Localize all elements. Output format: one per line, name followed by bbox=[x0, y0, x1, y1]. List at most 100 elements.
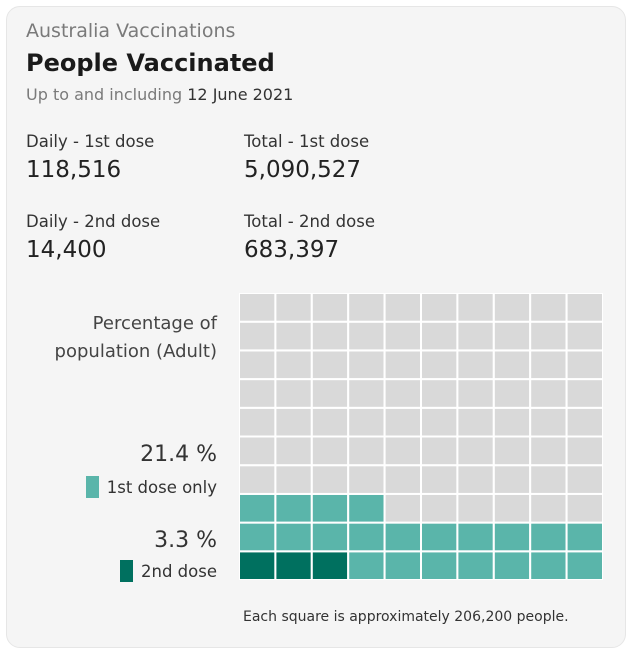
date-line: Up to and including 12 June 2021 bbox=[26, 85, 293, 104]
waffle-cell-empty bbox=[420, 378, 459, 409]
waffle-cell-empty bbox=[420, 464, 459, 495]
daily-first-value: 118,516 bbox=[26, 157, 122, 183]
waffle-cell-empty bbox=[529, 320, 568, 352]
waffle-cell-empty bbox=[383, 320, 423, 352]
waffle-cell-empty bbox=[310, 464, 350, 495]
waffle-cell-second-dose bbox=[239, 550, 277, 580]
waffle-cell-empty bbox=[492, 349, 532, 381]
waffle-cell-second-dose bbox=[274, 550, 313, 580]
waffle-cell-empty bbox=[492, 435, 532, 467]
waffle-cell-empty bbox=[529, 406, 568, 438]
waffle-cell-empty bbox=[565, 293, 603, 323]
waffle-cell-empty bbox=[420, 293, 459, 323]
waffle-cell-first-dose-only bbox=[310, 492, 350, 524]
waffle-cell-empty bbox=[420, 435, 459, 467]
waffle-cell-empty bbox=[492, 492, 532, 524]
waffle-cell-empty bbox=[383, 406, 423, 438]
waffle-cell-first-dose-only bbox=[347, 550, 386, 580]
waffle-cell-empty bbox=[492, 464, 532, 495]
first-dose-swatch bbox=[85, 476, 99, 498]
waffle-cell-empty bbox=[565, 378, 603, 409]
waffle-cell-empty bbox=[565, 435, 603, 467]
waffle-cell-empty bbox=[565, 492, 603, 524]
waffle-cell-empty bbox=[274, 406, 313, 438]
waffle-cell-first-dose-only bbox=[456, 521, 495, 553]
waffle-cell-first-dose-only bbox=[565, 550, 603, 580]
waffle-cell-empty bbox=[492, 320, 532, 352]
waffle-cell-empty bbox=[383, 464, 423, 495]
waffle-cell-empty bbox=[347, 435, 386, 467]
waffle-cell-empty bbox=[492, 378, 532, 409]
waffle-cell-first-dose-only bbox=[274, 492, 313, 524]
footnote: Each square is approximately 206,200 peo… bbox=[243, 609, 569, 625]
daily-second-label: Daily - 2nd dose bbox=[26, 212, 161, 231]
waffle-cell-empty bbox=[239, 320, 277, 352]
waffle-cell-empty bbox=[456, 406, 495, 438]
waffle-cell-empty bbox=[492, 406, 532, 438]
waffle-cell-empty bbox=[347, 378, 386, 409]
waffle-cell-first-dose-only bbox=[492, 550, 532, 580]
waffle-cell-empty bbox=[310, 293, 350, 323]
waffle-cell-first-dose-only bbox=[274, 521, 313, 553]
waffle-cell-empty bbox=[310, 320, 350, 352]
date-value: 12 June 2021 bbox=[187, 85, 294, 104]
legend-first-only-label: 1st dose only bbox=[106, 477, 217, 497]
waffle-cell-empty bbox=[456, 435, 495, 467]
chart-title-line2: population (Adult) bbox=[54, 341, 217, 362]
total-first-label: Total - 1st dose bbox=[244, 132, 370, 151]
waffle-cell-first-dose-only bbox=[383, 550, 423, 580]
waffle-cell-empty bbox=[239, 464, 277, 495]
waffle-cell-second-dose bbox=[310, 550, 350, 580]
waffle-cell-first-dose-only bbox=[420, 550, 459, 580]
waffle-cell-empty bbox=[383, 293, 423, 323]
waffle-cell-empty bbox=[347, 320, 386, 352]
waffle-cell-empty bbox=[529, 435, 568, 467]
waffle-cell-empty bbox=[529, 349, 568, 381]
chart-title-line1: Percentage of bbox=[92, 313, 217, 334]
waffle-cell-empty bbox=[347, 293, 386, 323]
waffle-cell-empty bbox=[529, 464, 568, 495]
legend-first-only: 1st dose only bbox=[85, 476, 217, 498]
waffle-cell-first-dose-only bbox=[239, 521, 277, 553]
waffle-chart bbox=[239, 293, 603, 580]
waffle-cell-empty bbox=[274, 320, 313, 352]
waffle-cell-empty bbox=[456, 464, 495, 495]
waffle-cell-empty bbox=[383, 492, 423, 524]
daily-second-value: 14,400 bbox=[26, 237, 107, 263]
waffle-cell-empty bbox=[274, 378, 313, 409]
waffle-cell-empty bbox=[347, 464, 386, 495]
waffle-cell-empty bbox=[565, 464, 603, 495]
waffle-cell-empty bbox=[274, 349, 313, 381]
waffle-cell-empty bbox=[565, 406, 603, 438]
waffle-cell-empty bbox=[565, 320, 603, 352]
waffle-cell-empty bbox=[383, 378, 423, 409]
page-title: People Vaccinated bbox=[26, 49, 275, 77]
waffle-cell-empty bbox=[492, 293, 532, 323]
second-dose-swatch bbox=[120, 560, 133, 582]
card-kicker: Australia Vaccinations bbox=[26, 20, 236, 42]
waffle-cell-empty bbox=[347, 406, 386, 438]
waffle-cell-empty bbox=[529, 293, 568, 323]
waffle-cell-first-dose-only bbox=[383, 521, 423, 553]
waffle-cell-empty bbox=[456, 378, 495, 409]
waffle-cell-empty bbox=[239, 378, 277, 409]
legend-second-label: 2nd dose bbox=[141, 561, 217, 581]
first-only-percentage: 21.4 % bbox=[140, 442, 217, 467]
waffle-cell-first-dose-only bbox=[492, 521, 532, 553]
chart-title: Percentage of population (Adult) bbox=[0, 310, 217, 366]
waffle-cell-first-dose-only bbox=[456, 550, 495, 580]
waffle-cell-empty bbox=[456, 492, 495, 524]
waffle-cell-empty bbox=[420, 349, 459, 381]
waffle-cell-empty bbox=[347, 349, 386, 381]
waffle-cell-empty bbox=[383, 435, 423, 467]
waffle-cell-first-dose-only bbox=[239, 492, 277, 524]
waffle-cell-empty bbox=[529, 492, 568, 524]
waffle-cell-empty bbox=[274, 293, 313, 323]
waffle-cell-first-dose-only bbox=[347, 492, 386, 524]
waffle-cell-empty bbox=[310, 435, 350, 467]
waffle-cell-empty bbox=[456, 320, 495, 352]
waffle-cell-empty bbox=[383, 349, 423, 381]
waffle-cell-empty bbox=[239, 406, 277, 438]
waffle-cell-first-dose-only bbox=[310, 521, 350, 553]
waffle-cell-empty bbox=[239, 349, 277, 381]
